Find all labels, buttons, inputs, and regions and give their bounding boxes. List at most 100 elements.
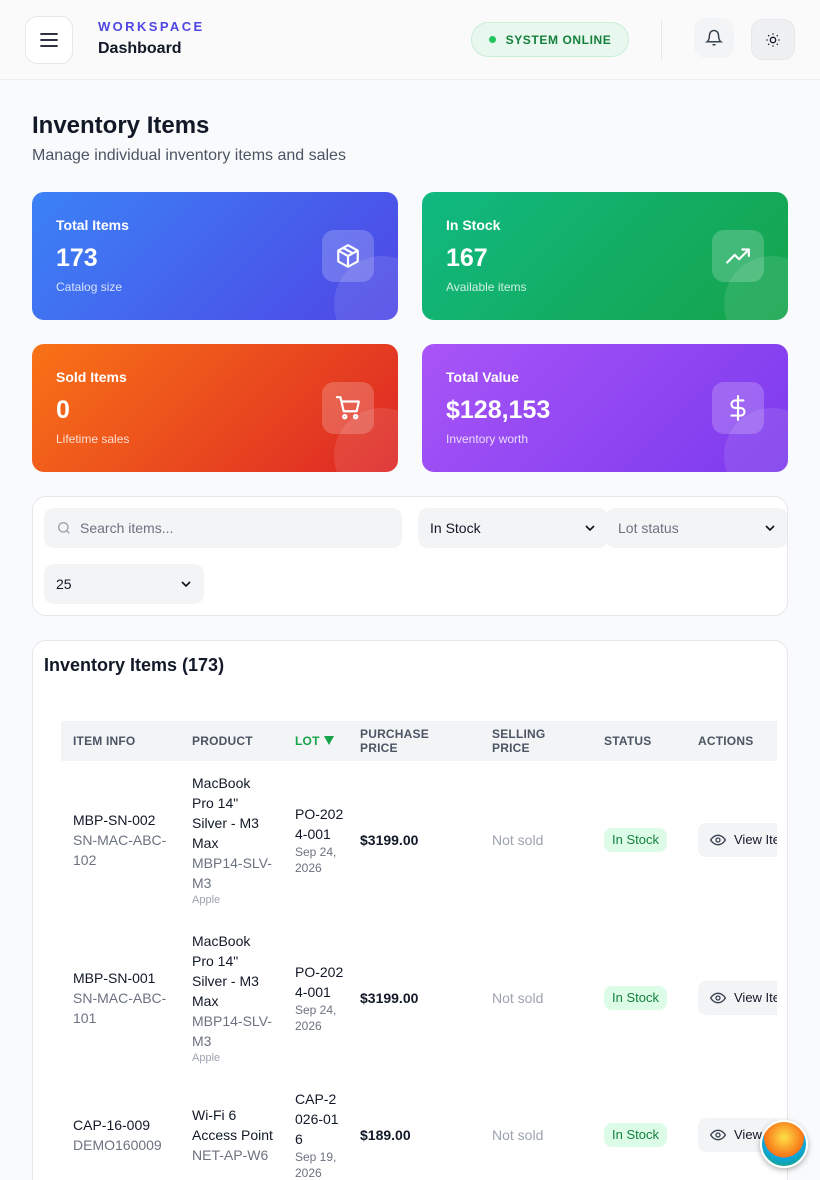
lot-date: Sep 24, 2026 — [295, 1003, 337, 1033]
cell: $3199.00 — [348, 761, 480, 919]
status-badge: In Stock — [604, 1123, 667, 1147]
header-row: ITEM INFO PRODUCT LOT PURCHASE PRICE SELLING… — [61, 721, 777, 761]
column-label: SELLING PRICE — [492, 727, 546, 755]
purchase-price: $3199.00 — [360, 832, 419, 848]
stat-label: In Stock — [446, 217, 501, 233]
brand: Apple — [192, 894, 221, 906]
stat-label: Total Items — [56, 217, 129, 233]
lot-date: Sep 19, 2026 — [295, 1150, 337, 1180]
column-header: ACTIONS — [686, 721, 777, 761]
column-header: LOT — [283, 721, 348, 761]
status-dot — [488, 36, 496, 43]
cart-icon — [336, 396, 360, 420]
table-title: Inventory Items (173) — [44, 655, 225, 675]
eye-icon — [710, 1129, 726, 1141]
column-label: PURCHASE PRICE — [360, 727, 429, 755]
select-value: Lot status — [618, 520, 679, 536]
trend-icon — [726, 248, 750, 264]
column-label: ITEM INFO — [73, 734, 136, 748]
column-header: SELLING PRICE — [480, 721, 592, 761]
stat-card: Total Items 173 Catalog size — [32, 192, 398, 320]
stat-value: 173 — [56, 244, 98, 272]
cell: View Item — [686, 1077, 777, 1180]
stat-card: In Stock 167 Available items — [422, 192, 788, 320]
stat-card: Sold Items 0 Lifetime sales — [32, 344, 398, 472]
selling-price: Not sold — [492, 1127, 544, 1143]
column-label: PRODUCT — [192, 734, 253, 748]
stat-label: Total Value — [446, 369, 519, 385]
serial: SN-MAC-ABC-102 — [73, 832, 167, 868]
eye-icon — [710, 992, 726, 1004]
column-label: LOT — [295, 734, 320, 748]
chevron — [585, 525, 595, 532]
chevron — [765, 525, 775, 532]
assistant-avatar[interactable] — [760, 1120, 808, 1168]
table-row: CAP-16-009 DEMO160009 Wi-Fi 6 Access Point… — [61, 1077, 777, 1180]
stat-card: Total Value $128,153 Inventory worth — [422, 344, 788, 472]
menu-button[interactable] — [25, 16, 73, 64]
product-sku: MBP14-SLV-M3 — [192, 1013, 272, 1049]
cell: MacBook Pro 14" Silver - M3 Max MBP14-SLV… — [180, 761, 283, 919]
serial: SN-MAC-ABC-101 — [73, 990, 167, 1026]
column-header: PRODUCT — [180, 721, 283, 761]
search-icon — [58, 522, 70, 534]
table-row: MBP-SN-001 SN-MAC-ABC-101 MacBook Pro 14" … — [61, 919, 777, 1077]
cell: PO-2024-001 Sep 24, 2026 — [283, 761, 348, 919]
stat-note: Available items — [446, 280, 527, 294]
product-sku: MBP14-SLV-M3 — [192, 855, 272, 891]
stock-select[interactable]: In Stock — [418, 508, 608, 548]
product-name: MacBook Pro 14" Silver - M3 Max — [192, 775, 259, 851]
search-placeholder: Search items... — [80, 520, 174, 536]
stat-icon — [712, 382, 764, 434]
lot: PO-2024-001 — [295, 964, 344, 1000]
cell: View Item — [686, 761, 777, 919]
cell: CAP-16-009 DEMO160009 — [61, 1077, 180, 1180]
dollar-icon — [730, 395, 746, 421]
sun-icon — [766, 32, 780, 47]
cell: $189.00 — [348, 1077, 480, 1180]
stat-icon — [712, 230, 764, 282]
view-label: View Item — [734, 990, 777, 1005]
purchase-price: $3199.00 — [360, 990, 419, 1006]
view-label: View Item — [734, 832, 777, 847]
view-button[interactable]: View Item — [698, 823, 777, 857]
lot-date: Sep 24, 2026 — [295, 845, 337, 875]
item-id: MBP-SN-001 — [73, 970, 156, 986]
top-bar: WORKSPACE Dashboard SYSTEM ONLINE — [0, 0, 820, 80]
stat-note: Inventory worth — [446, 432, 529, 446]
page-subtitle: Manage individual inventory items and sa… — [32, 147, 346, 164]
product-name: MacBook Pro 14" Silver - M3 Max — [192, 933, 259, 1009]
search-input[interactable]: Search items... — [44, 508, 402, 548]
sort-icon — [323, 736, 334, 745]
cell: View Item — [686, 919, 777, 1077]
serial: DEMO160009 — [73, 1137, 162, 1153]
status-pill: SYSTEM ONLINE — [471, 22, 629, 57]
stat-value: 167 — [446, 244, 488, 272]
eye-icon — [710, 834, 726, 846]
stat-value: $128,153 — [446, 396, 551, 424]
cell: In Stock — [592, 919, 686, 1077]
menu-icon — [40, 33, 58, 47]
lot-select[interactable]: Lot status — [606, 508, 787, 548]
table-scroll: ITEM INFO PRODUCT LOT PURCHASE PRICE SELLING… — [45, 705, 777, 1180]
table-panel: Inventory Items (173) ITEM INFO PRODUCT LO… — [32, 640, 788, 1180]
column-label: ACTIONS — [698, 734, 754, 748]
stat-note: Catalog size — [56, 280, 123, 294]
page-size-select[interactable]: 25 — [44, 564, 204, 604]
cell: Wi-Fi 6 Access Point NET-AP-W6 — [180, 1077, 283, 1180]
select-value: In Stock — [430, 520, 481, 536]
stat-icon — [322, 382, 374, 434]
view-button[interactable]: View Item — [698, 981, 777, 1015]
theme-button[interactable] — [751, 19, 795, 60]
status-badge: In Stock — [604, 828, 667, 852]
inventory-table: ITEM INFO PRODUCT LOT PURCHASE PRICE SELLING… — [61, 721, 777, 1180]
table-body: MBP-SN-002 SN-MAC-ABC-102 MacBook Pro 14" … — [61, 761, 777, 1180]
status-text: SYSTEM ONLINE — [505, 32, 612, 47]
header-title: Dashboard — [98, 40, 182, 57]
cell: MacBook Pro 14" Silver - M3 Max MBP14-SLV… — [180, 919, 283, 1077]
notifications-button[interactable] — [694, 18, 734, 58]
cell: Not sold — [480, 1077, 592, 1180]
selling-price: Not sold — [492, 832, 544, 848]
cell: In Stock — [592, 761, 686, 919]
